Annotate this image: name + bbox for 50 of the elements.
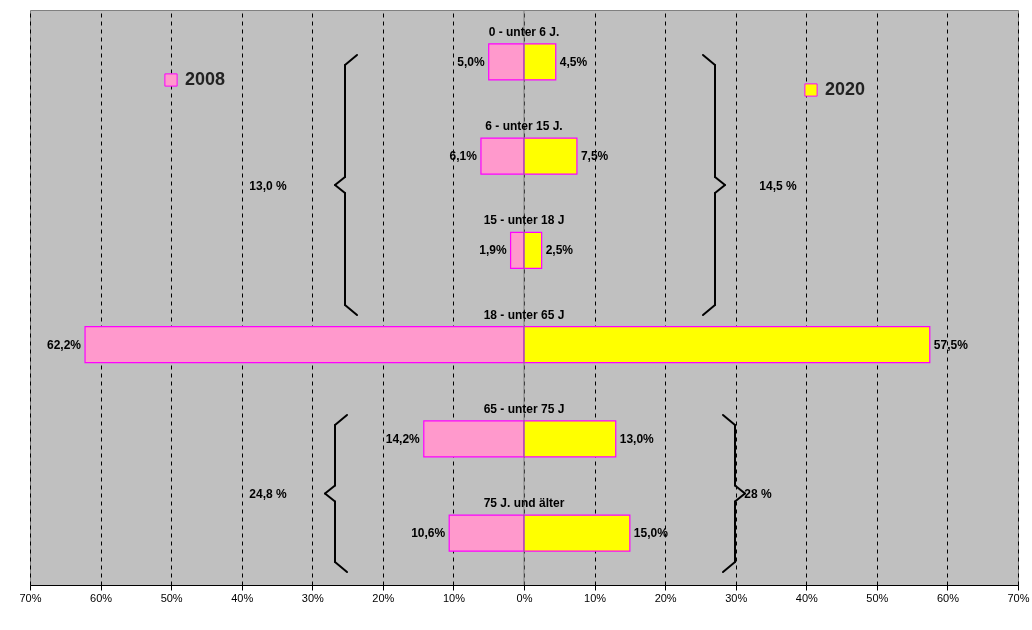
- bar: [523, 326, 931, 364]
- x-tick-label: 0%: [516, 591, 533, 604]
- annotation: 14,5 %: [759, 179, 798, 193]
- x-tick-label: 60%: [936, 591, 960, 604]
- y-tick-label: 75 J. und älter: [483, 496, 565, 511]
- data-label: 2,5%: [545, 243, 574, 258]
- bar: [480, 137, 525, 175]
- data-label: 57,5%: [933, 337, 969, 352]
- bar: [488, 43, 525, 81]
- x-tick-label: 40%: [795, 591, 819, 604]
- x-tick-label: 10%: [584, 591, 607, 604]
- data-label: 7,5%: [580, 149, 609, 164]
- x-tick-label: 50%: [866, 591, 889, 604]
- data-label: 1,9%: [479, 243, 507, 258]
- data-label: 62,2%: [47, 337, 82, 352]
- bar: [523, 514, 631, 552]
- y-tick-label: 15 - unter 18 J: [483, 213, 565, 228]
- bar: [423, 420, 525, 458]
- bar: [523, 137, 578, 175]
- y-tick-label: 65 - unter 75 J: [483, 401, 565, 416]
- legend-label: 2020: [824, 79, 866, 99]
- x-tick-label: 30%: [725, 591, 748, 604]
- y-tick-label: 18 - unter 65 J: [483, 307, 565, 322]
- x-tick-label: 40%: [231, 591, 254, 604]
- data-label: 15,0%: [633, 526, 669, 541]
- x-tick-label: 20%: [372, 591, 395, 604]
- y-tick-label: 0 - unter 6 J.: [488, 24, 560, 39]
- data-label: 10,6%: [411, 526, 446, 541]
- y-tick-label: 6 - unter 15 J.: [485, 119, 563, 134]
- x-tick-label: 70%: [1007, 591, 1030, 604]
- data-label: 4,5%: [559, 54, 588, 69]
- data-label: 6,1%: [449, 149, 478, 164]
- bar: [523, 43, 557, 81]
- data-label: 13,0%: [619, 431, 655, 446]
- bar: [523, 420, 617, 458]
- x-tick-label: 10%: [442, 591, 466, 604]
- bar: [84, 326, 525, 364]
- data-label: 14,2%: [385, 431, 421, 446]
- annotation: 13,0 %: [249, 179, 288, 193]
- x-tick-label: 20%: [654, 591, 677, 604]
- annotation: 24,8 %: [249, 487, 288, 501]
- x-tick-label: 50%: [160, 591, 183, 604]
- bar: [523, 231, 543, 269]
- x-tick-label: 30%: [301, 591, 325, 604]
- legend-label: 2008: [184, 69, 226, 89]
- bar: [448, 514, 525, 552]
- x-tick-label: 60%: [90, 591, 113, 604]
- x-tick-label: 70%: [19, 591, 42, 604]
- data-label: 5,0%: [457, 54, 486, 69]
- annotation: 28 %: [744, 487, 772, 501]
